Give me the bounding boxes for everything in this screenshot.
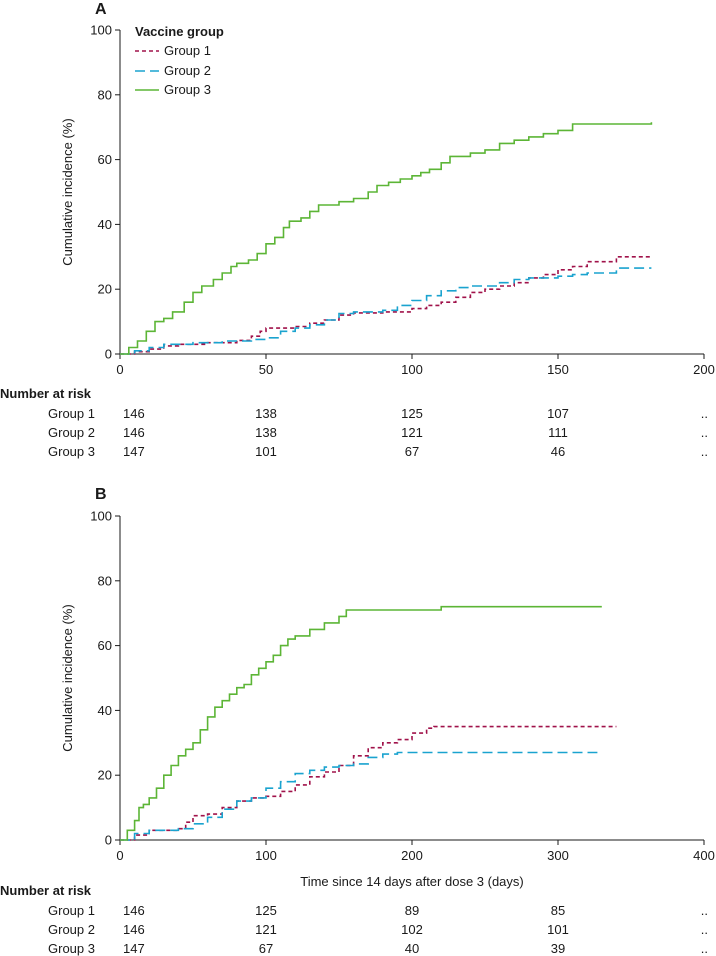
risk-value: 107 [547, 406, 569, 421]
y-tick-label: 60 [98, 638, 112, 653]
y-tick-label: 40 [98, 217, 112, 232]
risk-value: 138 [255, 425, 277, 440]
risk-row-label: Group 1 [48, 406, 95, 421]
risk-value: 39 [551, 941, 565, 956]
risk-table-title: Number at risk [0, 386, 92, 401]
risk-value: 147 [123, 941, 145, 956]
risk-value: .. [701, 425, 708, 440]
panel-letter-a: A [95, 1, 107, 18]
x-tick-label: 50 [259, 362, 273, 377]
risk-value: 146 [123, 922, 145, 937]
risk-value: 89 [405, 903, 419, 918]
risk-value: .. [701, 406, 708, 421]
axes: 0 20 40 60 80 100 0 100 200 300 400 [90, 509, 715, 864]
y-tick-label: 80 [98, 573, 112, 588]
y-tick-label: 100 [90, 23, 112, 38]
risk-value: 67 [259, 941, 273, 956]
series-line-group-2 [120, 267, 652, 355]
risk-value: 138 [255, 406, 277, 421]
y-tick-label: 100 [90, 509, 112, 524]
axes: 0 20 40 60 80 100 0 50 100 150 200 [90, 23, 715, 378]
risk-value: 121 [255, 922, 277, 937]
risk-value: 101 [547, 922, 569, 937]
risk-value: 146 [123, 903, 145, 918]
risk-value: 121 [401, 425, 423, 440]
y-tick-label: 40 [98, 703, 112, 718]
risk-value: 147 [123, 444, 145, 459]
risk-value: .. [701, 903, 708, 918]
legend-label-group-1: Group 1 [164, 43, 211, 58]
panel-b: B Cumulative incidence (%) Time since 14… [0, 486, 715, 956]
risk-table-title: Number at risk [0, 883, 92, 898]
y-axis-title: Cumulative incidence (%) [60, 604, 75, 751]
risk-value: 101 [255, 444, 277, 459]
risk-row-label: Group 1 [48, 903, 95, 918]
risk-row-label: Group 2 [48, 425, 95, 440]
risk-row-label: Group 3 [48, 941, 95, 956]
series-line-group-1 [120, 256, 652, 355]
risk-table: Number at risk Group 1 Group 2 Group 3 1… [0, 386, 708, 459]
legend-title: Vaccine group [135, 24, 224, 39]
risk-values: 146 138 125 107 .. 146 138 121 111 .. 147 101 67 46.. [123, 406, 708, 459]
risk-value: 85 [551, 903, 565, 918]
risk-value: .. [701, 941, 708, 956]
legend: Vaccine group Group 1 Group 2 Group 3 [135, 24, 224, 97]
legend-label-group-3: Group 3 [164, 82, 211, 97]
risk-values: 146 125 89 85 .. 146 121 102 101 .. 147 67 40 39.. [123, 903, 708, 956]
y-tick-label: 20 [98, 768, 112, 783]
risk-value: 40 [405, 941, 419, 956]
y-tick-label: 0 [105, 347, 112, 362]
risk-value: .. [701, 444, 708, 459]
x-tick-label: 200 [693, 362, 715, 377]
series-line-group-2 [120, 751, 598, 841]
x-tick-label: 400 [693, 848, 715, 863]
y-axis-title: Cumulative incidence (%) [60, 118, 75, 265]
series-line-group-1 [120, 725, 617, 841]
series-group [120, 605, 617, 841]
legend-label-group-2: Group 2 [164, 63, 211, 78]
x-tick-label: 200 [401, 848, 423, 863]
risk-row-label: Group 3 [48, 444, 95, 459]
x-tick-label: 0 [116, 848, 123, 863]
series-line-group-3 [120, 605, 602, 841]
x-tick-label: 0 [116, 362, 123, 377]
y-tick-label: 80 [98, 87, 112, 102]
risk-value: 46 [551, 444, 565, 459]
x-tick-label: 300 [547, 848, 569, 863]
panel-letter-b: B [95, 486, 107, 503]
risk-value: 111 [548, 425, 568, 440]
y-tick-label: 0 [105, 833, 112, 848]
risk-value: 125 [401, 406, 423, 421]
x-tick-label: 100 [401, 362, 423, 377]
risk-value: 67 [405, 444, 419, 459]
risk-value: 146 [123, 406, 145, 421]
x-tick-label: 100 [255, 848, 277, 863]
x-axis-title: Time since 14 days after dose 3 (days) [300, 874, 524, 889]
y-tick-label: 60 [98, 152, 112, 167]
risk-row-label: Group 2 [48, 922, 95, 937]
risk-table: Number at risk Group 1 Group 2 Group 3 1… [0, 883, 708, 956]
risk-value: .. [701, 922, 708, 937]
panel-a: A Cumulative incidence (%) 0204060801000… [0, 1, 715, 459]
series-group [120, 122, 653, 355]
risk-value: 102 [401, 922, 423, 937]
x-tick-label: 150 [547, 362, 569, 377]
series-line-group-3 [120, 122, 653, 355]
y-tick-label: 20 [98, 282, 112, 297]
risk-value: 146 [123, 425, 145, 440]
risk-value: 125 [255, 903, 277, 918]
